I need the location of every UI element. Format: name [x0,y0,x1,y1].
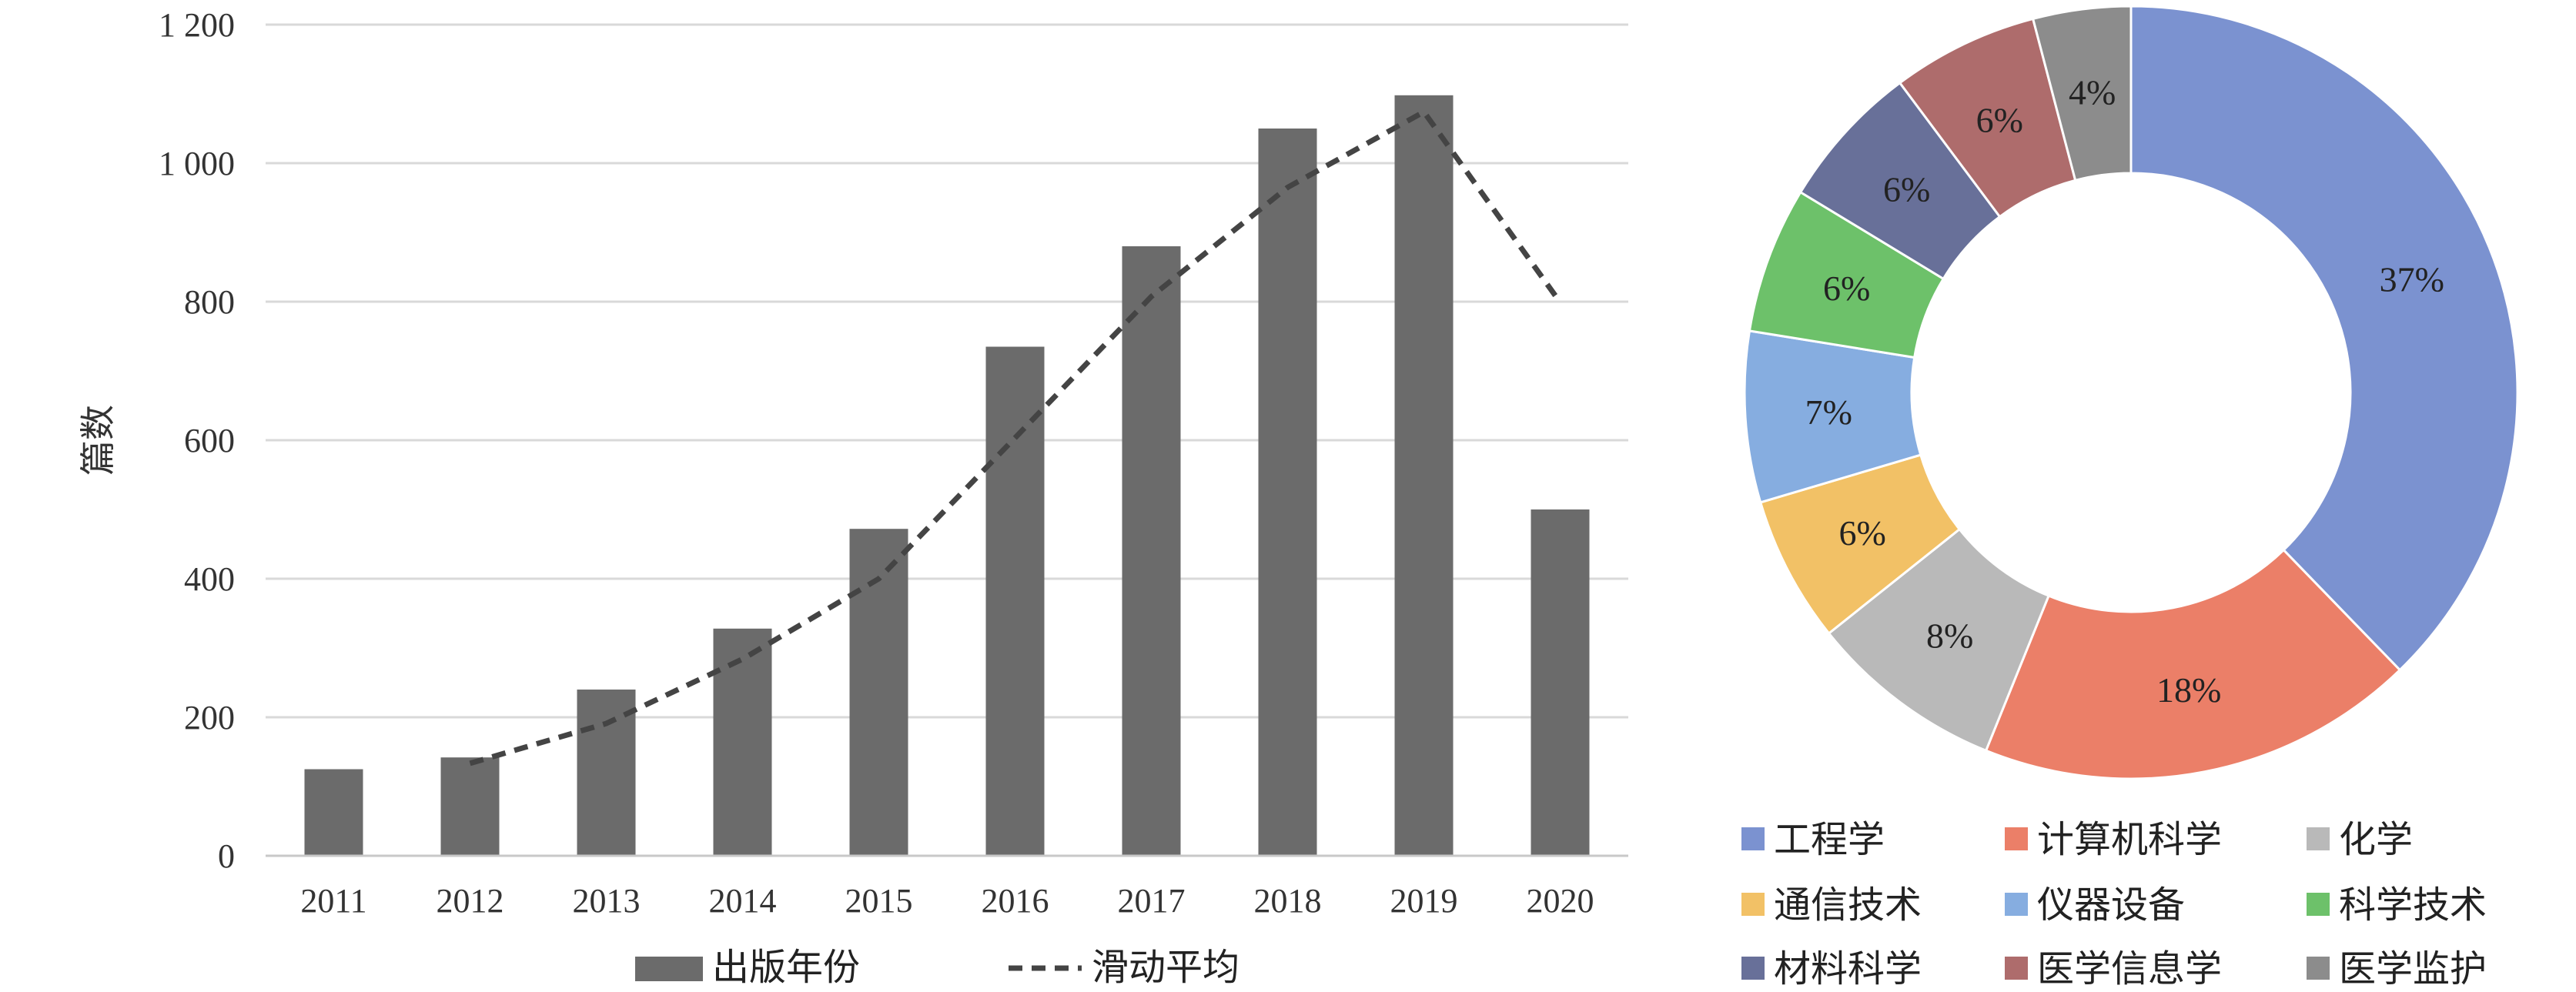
y-tick-label: 0 [218,837,235,875]
slice-label: 6% [1976,100,2023,139]
bar-2013 [577,690,636,856]
slice-label: 18% [2156,670,2221,710]
legend-label: 医学信息学 [2037,947,2222,990]
legend-swatch [2307,957,2330,980]
y-tick-label: 800 [184,283,235,321]
legend-label: 通信技术 [1774,883,1922,927]
bar-2014 [713,628,772,856]
slice-label: 4% [2069,73,2116,112]
x-tick-label: 2017 [1118,882,1186,920]
donut-slice-labels: 37% 18% 8% 6% 7% 6% 6% 6% 4% [1805,73,2444,710]
bar-2015 [849,529,908,856]
legend-label: 材料科学 [1774,947,1922,990]
legend-swatch [1741,827,1765,850]
slice-工程学 [2129,5,2519,672]
bars [304,95,1590,857]
moving-average-line [469,108,1563,767]
y-tick-label: 1 000 [159,145,235,182]
bar-2019 [1394,95,1454,857]
x-tick-label: 2020 [1527,882,1594,920]
slice-计算机科学 [1984,548,2402,780]
x-tick-label: 2012 [437,882,504,920]
legend-label: 科学技术 [2339,883,2487,927]
legend-label: 化学 [2339,818,2413,861]
legend-swatch [1741,957,1765,980]
legend-swatch [2005,827,2028,850]
x-tick-label: 2016 [982,882,1049,920]
legend-label: 工程学 [1774,818,1885,861]
legend-label-line: 滑动平均 [1092,946,1239,989]
legend-label: 仪器设备 [2037,883,2185,927]
x-tick-label: 2011 [300,882,366,920]
slice-label: 6% [1838,513,1885,553]
y-axis-ticks: 0 200 400 600 800 1 000 1 200 [159,6,235,875]
legend-label: 计算机科学 [2037,818,2222,861]
slice-label: 6% [1823,269,1870,308]
legend-swatch [1741,893,1765,916]
slice-医学监护 [2031,5,2133,182]
y-tick-label: 1 200 [159,6,235,44]
donut-slices [1743,5,2519,780]
bar-2020 [1531,509,1590,856]
legend-swatch [2307,827,2330,850]
legend-swatch [2307,893,2330,916]
legend-swatch-bars [635,957,703,981]
slice-label: 7% [1805,392,1852,432]
y-axis-label: 篇数 [77,405,119,476]
x-tick-label: 2019 [1390,882,1458,920]
x-tick-label: 2018 [1254,882,1322,920]
slice-label: 8% [1926,616,1973,655]
y-tick-label: 400 [184,560,235,598]
bar-2016 [985,346,1045,856]
bar-2011 [304,769,363,856]
legend-swatch [2005,957,2028,980]
legend-label: 医学监护 [2339,947,2487,990]
bar-legend: 出版年份 滑动平均 [635,946,1239,989]
bar-2018 [1258,129,1317,856]
x-axis-ticks: 2011 2012 2013 2014 2015 2016 2017 2018 2019 2020 [300,882,1594,920]
bar-2017 [1122,246,1181,856]
legend-label-bars: 出版年份 [712,946,860,989]
slice-label: 37% [2380,259,2444,299]
y-tick-label: 600 [184,422,235,459]
x-tick-label: 2015 [845,882,913,920]
bar-2012 [440,757,500,856]
slice-label: 6% [1883,169,1930,209]
x-tick-label: 2014 [709,882,777,920]
y-tick-label: 200 [184,699,235,736]
legend-swatch [2005,893,2028,916]
x-tick-label: 2013 [573,882,641,920]
